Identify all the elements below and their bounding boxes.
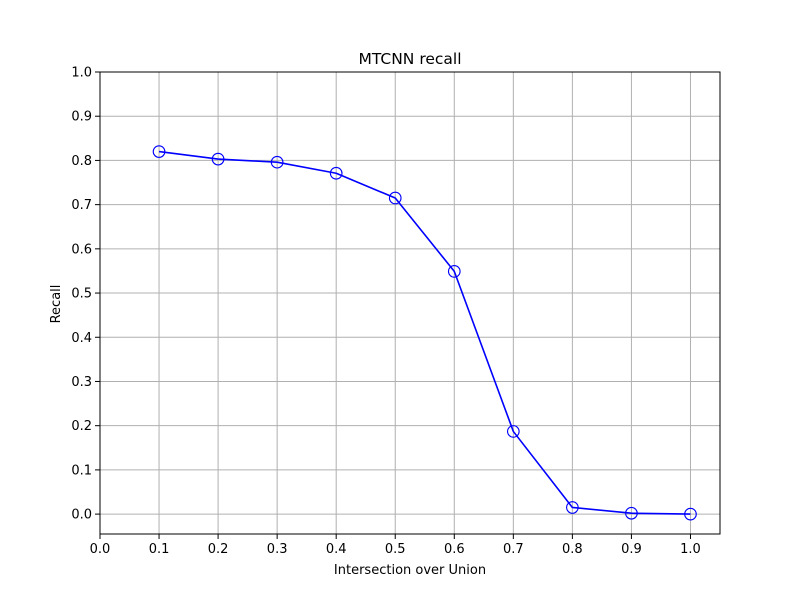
data-point: [625, 506, 638, 520]
x-tick-label: 0.4: [326, 542, 347, 557]
x-tick-label: 1.0: [680, 542, 701, 557]
plot-frame: [99, 71, 721, 535]
y-axis-label: Recall: [49, 285, 64, 324]
x-axis-label: Intersection over Union: [334, 563, 486, 578]
y-tick-label: 0.4: [71, 331, 92, 346]
y-axis-ticks: 0.0 0.1 0.2 0.3 0.4 0.5 0.6 0.7 0.8 0.9 1.0: [71, 66, 100, 523]
x-tick-label: 0.6: [444, 542, 465, 557]
series-layer: [152, 145, 697, 521]
chart-title: MTCNN recall: [358, 50, 461, 68]
data-point: [152, 145, 166, 158]
y-tick-label: 0.8: [71, 154, 92, 169]
y-tick-label: 0.6: [71, 242, 92, 257]
x-axis-ticks: 0.0 0.1 0.2 0.3 0.4 0.5 0.6 0.7 0.8 0.9 1.0: [90, 534, 701, 557]
y-tick-label: 0.2: [71, 419, 92, 434]
y-tick-label: 0.5: [71, 287, 92, 302]
x-tick-label: 0.9: [621, 542, 642, 557]
data-point: [506, 425, 520, 438]
x-tick-label: 0.2: [208, 542, 229, 557]
data-point: [447, 265, 461, 278]
x-tick-label: 0.5: [385, 542, 406, 557]
x-tick-label: 0.3: [267, 542, 288, 557]
data-point: [684, 507, 697, 521]
y-tick-label: 0.7: [71, 198, 92, 213]
y-tick-label: 0.1: [71, 463, 92, 478]
x-tick-label: 0.1: [149, 542, 170, 557]
y-tick-label: 0.3: [71, 375, 92, 390]
y-tick-label: 1.0: [71, 66, 92, 81]
x-tick-label: 0.7: [503, 542, 524, 557]
series-line: [158, 150, 691, 515]
x-tick-label: 0.0: [90, 542, 111, 557]
data-point: [211, 152, 225, 166]
data-point: [329, 166, 343, 180]
data-point: [270, 155, 284, 169]
y-tick-label: 0.9: [71, 110, 92, 125]
data-point: [566, 501, 579, 514]
data-point: [388, 191, 402, 205]
y-tick-label: 0.0: [71, 508, 92, 523]
x-tick-label: 0.8: [562, 542, 583, 557]
